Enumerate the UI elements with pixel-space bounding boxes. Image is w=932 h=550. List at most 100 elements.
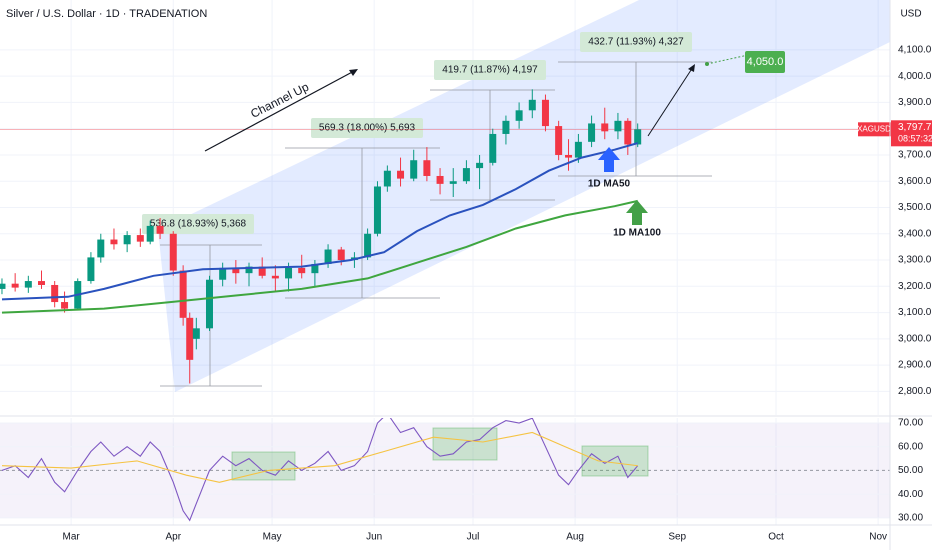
- chart-title: Silver / U.S. Dollar · 1D · TRADENATION: [6, 8, 207, 20]
- candle-body: [436, 175, 444, 184]
- candle-body: [337, 249, 345, 261]
- currency: USD: [900, 9, 921, 20]
- measure-label: 432.7 (11.93%) 4,327: [588, 37, 684, 48]
- x-tick-label: Aug: [566, 532, 584, 543]
- candle-body: [156, 225, 164, 234]
- arrow-head: [349, 69, 358, 76]
- candle-body: [258, 266, 266, 276]
- y-tick-label: 3,600.0: [898, 176, 932, 187]
- candle-body: [232, 267, 240, 274]
- candle-body: [555, 126, 563, 155]
- y-tick-label: 4,000.0: [898, 71, 932, 82]
- rsi-zone: [231, 451, 296, 481]
- candle-body: [245, 266, 253, 274]
- candle-body: [123, 235, 131, 245]
- arrow-line: [647, 66, 694, 137]
- target-box: [745, 51, 785, 74]
- candle-body: [588, 123, 596, 142]
- candle-body: [410, 160, 418, 179]
- candle-body: [61, 302, 69, 309]
- candle-body: [601, 123, 609, 132]
- channel: [158, 0, 890, 392]
- candle-body: [219, 267, 227, 280]
- candle-body: [364, 233, 372, 258]
- candle-body: [24, 281, 32, 288]
- y-tick-label: 4,100.0: [898, 45, 932, 56]
- arrow-up: [626, 200, 648, 225]
- candle-body: [502, 120, 510, 134]
- rsi-zone: [581, 445, 649, 477]
- moving-average: [1, 199, 638, 314]
- candle-body: [179, 270, 187, 318]
- candle-body: [285, 267, 293, 279]
- target-point: [705, 62, 709, 66]
- ma-label: 1D MA100: [613, 228, 661, 239]
- candle-body: [298, 267, 306, 274]
- candle-body: [38, 281, 46, 285]
- candle-body: [373, 186, 381, 234]
- countdown: 08:57:32: [898, 134, 932, 144]
- x-tick-label: Jun: [366, 532, 382, 543]
- x-tick-label: Oct: [768, 532, 784, 543]
- x-tick-label: May: [263, 532, 282, 543]
- x-tick-label: Sep: [668, 532, 686, 543]
- candle-body: [634, 129, 642, 145]
- measure-box: [311, 118, 423, 138]
- candle-body: [541, 99, 549, 127]
- candle-body: [614, 120, 622, 132]
- candle-body: [192, 328, 200, 339]
- y-tick-label: 3,500.0: [898, 202, 932, 213]
- candle-body: [97, 239, 105, 258]
- y-tick-label: 2,900.0: [898, 360, 932, 371]
- y-tick-label: 40.00: [898, 489, 923, 500]
- y-tick-label: 3,100.0: [898, 307, 932, 318]
- measure-label: 569.3 (18.00%) 5,693: [319, 123, 416, 134]
- measure-box: [580, 32, 692, 52]
- y-tick-label: 70.00: [898, 418, 923, 429]
- arrow-line: [204, 69, 357, 152]
- y-tick-label: 60.00: [898, 441, 923, 452]
- symbol-box: [858, 122, 891, 137]
- y-tick-label: 30.00: [898, 513, 923, 524]
- candle-body: [110, 239, 118, 245]
- rsi-line: [1, 418, 639, 522]
- candle-body: [186, 317, 194, 360]
- x-tick-label: Apr: [165, 532, 181, 543]
- candle-body: [397, 170, 405, 179]
- candle-body: [565, 154, 573, 158]
- y-tick-label: 3,300.0: [898, 255, 932, 266]
- arrow-head: [688, 64, 695, 72]
- candle-body: [169, 233, 177, 271]
- x-tick-label: Jul: [467, 532, 480, 543]
- candle-body: [489, 133, 497, 163]
- candle-body: [11, 283, 19, 288]
- candle-body: [51, 284, 59, 303]
- candle-body: [462, 168, 470, 182]
- candle-body: [136, 235, 144, 242]
- price-label: 3,797.7: [898, 122, 932, 133]
- candle-body: [0, 283, 6, 289]
- candle-body: [383, 170, 391, 187]
- y-tick-label: 3,400.0: [898, 228, 932, 239]
- candle-body: [574, 141, 582, 158]
- candle-body: [449, 181, 457, 184]
- moving-average: [1, 142, 638, 301]
- target-label: 4,050.0: [747, 56, 784, 68]
- x-tick-label: Nov: [869, 532, 887, 543]
- projection-line: [706, 54, 749, 65]
- measure-label: 536.8 (18.93%) 5,368: [150, 219, 247, 230]
- symbol-label: XAGUSD: [857, 124, 891, 133]
- candle-body: [205, 279, 213, 329]
- measure-box: [434, 60, 546, 80]
- y-tick-label: 2,800.0: [898, 386, 932, 397]
- x-tick-label: Mar: [63, 532, 81, 543]
- candle-body: [528, 99, 536, 111]
- rsi-line: [1, 431, 638, 483]
- y-tick-label: 3,900.0: [898, 97, 932, 108]
- candle-body: [311, 263, 319, 274]
- candle-body: [515, 110, 523, 121]
- rsi-group: [1, 418, 639, 522]
- y-tick-label: 3,200.0: [898, 281, 932, 292]
- candle-body: [271, 275, 279, 279]
